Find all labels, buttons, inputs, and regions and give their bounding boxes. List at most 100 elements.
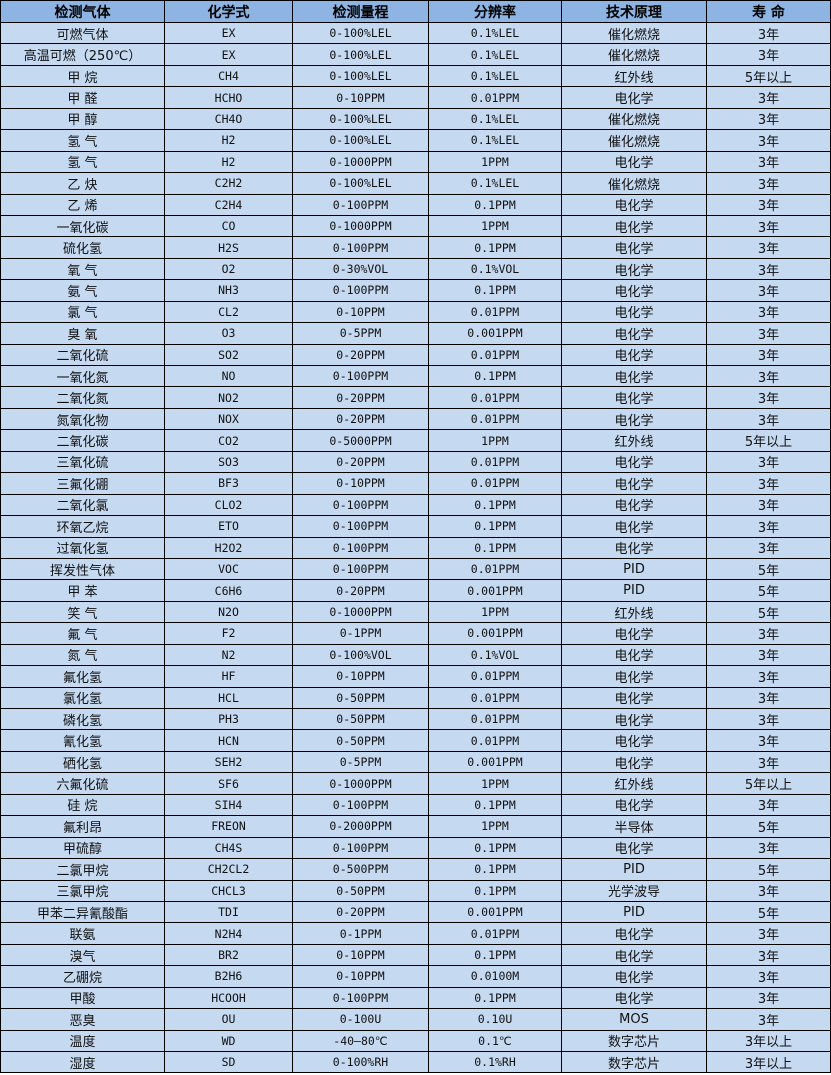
table-row: 甲酸 HCOOH 0-100PPM 0.1PPM 电化学 3年 [0, 986, 831, 1010]
header-resolution: 分辨率 [428, 0, 562, 23]
cell-range: 0-50PPM [292, 729, 429, 752]
cell-resolution: 0.1PPM [428, 236, 562, 259]
table-row: 甲 醇 CH4O 0-100%LEL 0.1%LEL 催化燃烧 3年 [0, 107, 831, 131]
cell-gas: 三氟化硼 [0, 472, 165, 495]
cell-resolution: 1PPM [428, 600, 562, 624]
cell-principle: 电化学 [561, 986, 707, 1010]
cell-gas: 氟利昂 [0, 815, 165, 838]
cell-gas: 臭 氧 [0, 322, 165, 345]
table-row: 硅 烷 SIH4 0-100PPM 0.1PPM 电化学 3年 [0, 793, 831, 817]
cell-gas: 甲苯二异氰酸酯 [0, 900, 165, 924]
cell-gas: 笑 气 [0, 600, 165, 624]
table-row: 臭 氧 O3 0-5PPM 0.001PPM 电化学 3年 [0, 322, 831, 345]
cell-formula: N2 [164, 643, 293, 667]
cell-lifespan: 5年 [706, 900, 831, 924]
cell-lifespan: 3年 [706, 43, 831, 66]
cell-range: 0-20PPM [292, 579, 429, 602]
cell-formula: CHCL3 [164, 879, 293, 902]
cell-principle: 电化学 [561, 300, 707, 324]
cell-principle: 电化学 [561, 622, 707, 645]
cell-resolution: 0.1PPM [428, 515, 562, 538]
cell-range: 0-100PPM [292, 279, 429, 302]
cell-formula: CLO2 [164, 493, 293, 517]
cell-lifespan: 3年 [706, 107, 831, 131]
cell-gas: 环氧乙烷 [0, 515, 165, 538]
table-row: 过氧化氢 H2O2 0-100PPM 0.1PPM 电化学 3年 [0, 536, 831, 559]
cell-gas: 三氧化硫 [0, 450, 165, 474]
cell-range: 0-50PPM [292, 879, 429, 902]
cell-formula: HCN [164, 729, 293, 752]
cell-lifespan: 3年 [706, 622, 831, 645]
cell-lifespan: 3年 [706, 665, 831, 688]
cell-range: 0-5PPM [292, 322, 429, 345]
cell-range: 0-100%LEL [292, 21, 429, 45]
cell-range: 0-500PPM [292, 858, 429, 881]
cell-lifespan: 3年 [706, 279, 831, 302]
table-row: 甲 醛 HCHO 0-10PPM 0.01PPM 电化学 3年 [0, 86, 831, 109]
cell-range: 0-20PPM [292, 343, 429, 367]
cell-formula: NH3 [164, 279, 293, 302]
cell-resolution: 0.1%LEL [428, 64, 562, 88]
cell-formula: N2O [164, 600, 293, 624]
table-row: 氰化氢 HCN 0-50PPM 0.01PPM 电化学 3年 [0, 729, 831, 752]
cell-gas: 溴气 [0, 943, 165, 967]
cell-gas: 氰化氢 [0, 729, 165, 752]
table-row: 联氨 N2H4 0-1PPM 0.01PPM 电化学 3年 [0, 922, 831, 945]
cell-range: 0-1PPM [292, 622, 429, 645]
cell-gas: 氯 气 [0, 300, 165, 324]
cell-formula: OU [164, 1008, 293, 1031]
cell-range: 0-5000PPM [292, 429, 429, 452]
cell-principle: 电化学 [561, 150, 707, 174]
cell-formula: TDI [164, 900, 293, 924]
cell-resolution: 0.1PPM [428, 536, 562, 559]
cell-range: 0-2000PPM [292, 815, 429, 838]
cell-resolution: 0.01PPM [428, 686, 562, 710]
cell-resolution: 0.001PPM [428, 900, 562, 924]
cell-gas: 联氨 [0, 922, 165, 945]
cell-formula: HCOOH [164, 986, 293, 1010]
cell-range: 0-10PPM [292, 665, 429, 688]
cell-gas: 硫化氢 [0, 236, 165, 259]
cell-principle: 半导体 [561, 815, 707, 838]
cell-resolution: 0.1%LEL [428, 172, 562, 195]
cell-range: 0-100PPM [292, 364, 429, 388]
cell-range: 0-10PPM [292, 472, 429, 495]
table-row: 笑 气 N2O 0-1000PPM 1PPM 红外线 5年 [0, 600, 831, 624]
cell-principle: 电化学 [561, 257, 707, 281]
table-row: 氟 气 F2 0-1PPM 0.001PPM 电化学 3年 [0, 622, 831, 645]
cell-principle: 电化学 [561, 643, 707, 667]
cell-formula: EX [164, 43, 293, 66]
cell-lifespan: 3年 [706, 879, 831, 902]
cell-lifespan: 3年 [706, 236, 831, 259]
cell-range: 0-1000PPM [292, 600, 429, 624]
cell-principle: 电化学 [561, 750, 707, 774]
cell-principle: 催化燃烧 [561, 43, 707, 66]
cell-gas: 二氧化氮 [0, 386, 165, 409]
cell-resolution: 0.01PPM [428, 665, 562, 688]
cell-range: 0-100%LEL [292, 64, 429, 88]
cell-lifespan: 3年 [706, 322, 831, 345]
cell-lifespan: 3年 [706, 536, 831, 559]
table-row: 二氧化氯 CLO2 0-100PPM 0.1PPM 电化学 3年 [0, 493, 831, 517]
cell-principle: 电化学 [561, 836, 707, 860]
cell-lifespan: 3年 [706, 450, 831, 474]
cell-resolution: 0.1%LEL [428, 21, 562, 45]
cell-lifespan: 3年 [706, 836, 831, 860]
cell-gas: 六氟化硫 [0, 772, 165, 795]
table-body: 可燃气体 EX 0-100%LEL 0.1%LEL 催化燃烧 3年 高温可燃（250℃） EX… [0, 21, 831, 1074]
cell-gas: 硒化氢 [0, 750, 165, 774]
table-row: 湿度 SD 0-100%RH 0.1%RH 数字芯片 3年以上 [0, 1050, 831, 1074]
table-row: 乙 炔 C2H2 0-100%LEL 0.1%LEL 催化燃烧 3年 [0, 172, 831, 195]
table-row: 氮氧化物 NOX 0-20PPM 0.01PPM 电化学 3年 [0, 407, 831, 431]
cell-range: 0-100PPM [292, 836, 429, 860]
cell-formula: C2H4 [164, 193, 293, 216]
cell-resolution: 0.01PPM [428, 343, 562, 367]
cell-principle: MOS [561, 1008, 707, 1031]
table-row: 一氧化氮 NO 0-100PPM 0.1PPM 电化学 3年 [0, 364, 831, 388]
cell-resolution: 0.1PPM [428, 279, 562, 302]
cell-lifespan: 3年 [706, 643, 831, 667]
cell-formula: WD [164, 1029, 293, 1053]
cell-gas: 温度 [0, 1029, 165, 1053]
cell-lifespan: 3年 [706, 386, 831, 409]
cell-formula: SO2 [164, 343, 293, 367]
